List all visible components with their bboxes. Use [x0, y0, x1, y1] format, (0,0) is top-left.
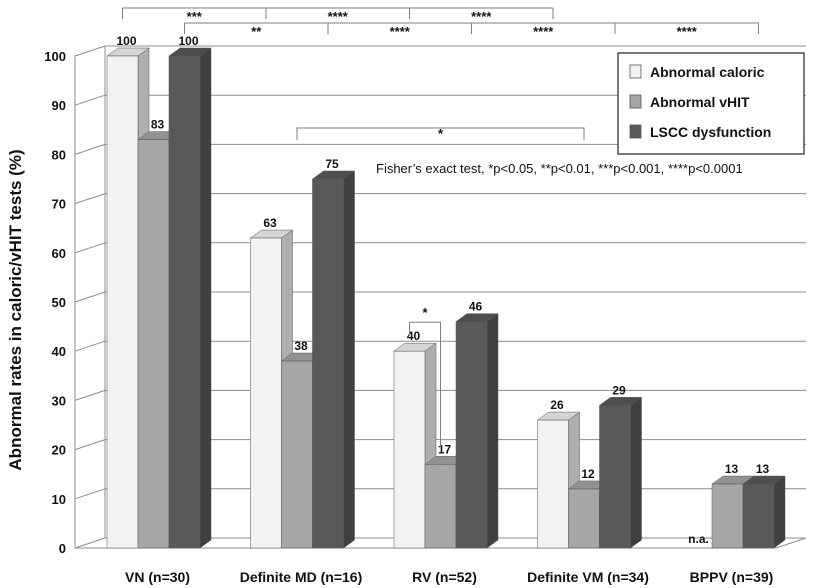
- y-tick-label: 90: [52, 98, 66, 113]
- gridline-diagonal: [74, 242, 106, 254]
- category-label: Definite MD (n=16): [240, 569, 363, 585]
- value-label: n.a.: [688, 532, 709, 546]
- significance-bracket: ***: [122, 7, 267, 24]
- value-label: 83: [151, 118, 165, 132]
- significance-bracket: ****: [614, 22, 759, 39]
- bar: [536, 411, 581, 549]
- y-tick-label: 80: [52, 147, 66, 162]
- significance-bracket: ****: [471, 22, 616, 39]
- y-tick-label: 70: [52, 197, 66, 212]
- value-label: 12: [581, 467, 595, 481]
- gridline-diagonal: [74, 488, 106, 500]
- significance-label: ****: [677, 24, 698, 39]
- legend-swatch: [629, 124, 642, 139]
- legend-item: Abnormal caloric: [629, 64, 765, 80]
- gridline-diagonal: [74, 340, 106, 352]
- value-label: 75: [325, 157, 339, 171]
- value-label: 17: [438, 442, 452, 456]
- gridline-diagonal: [74, 439, 106, 451]
- bar: [168, 47, 212, 549]
- value-label: 38: [294, 339, 308, 353]
- category-label: BPPV (n=39): [690, 569, 774, 585]
- legend: Abnormal caloric Abnormal vHIT LSCC dysfun…: [617, 52, 805, 155]
- significance-label: ****: [390, 24, 411, 39]
- significance-bracket: *: [296, 126, 585, 141]
- significance-label: *: [422, 305, 428, 320]
- significance-label: ****: [533, 24, 554, 39]
- y-tick-label: 100: [44, 49, 66, 64]
- y-tick-label: 60: [52, 246, 66, 261]
- y-tick-label: 20: [52, 443, 66, 458]
- gridline-diagonal: [74, 143, 106, 155]
- legend-box: [617, 52, 805, 155]
- category-label: RV (n=52): [412, 569, 477, 585]
- significance-bracket: *: [409, 305, 441, 447]
- value-label: 63: [263, 216, 277, 230]
- bar: [598, 396, 643, 549]
- category-labels: VN (n=30) Definite MD (n=16) RV (n=52) Defi…: [125, 569, 773, 585]
- gridline-diagonal: [74, 94, 106, 106]
- significance-bracket: ****: [409, 7, 554, 24]
- value-label: 13: [725, 462, 739, 476]
- value-labels: 100 63 40 26 n.a. 83 38 17 12 13 100 75 46 29 13: [116, 34, 769, 546]
- y-tick-label: 30: [52, 393, 66, 408]
- legend-label: Abnormal caloric: [650, 64, 765, 80]
- test-note: Fisher’s exact test, *p<0.05, **p<0.01, …: [376, 161, 743, 176]
- significance-label: **: [251, 24, 262, 39]
- category-label: Definite VM (n=34): [527, 569, 649, 585]
- category-label: VN (n=30): [125, 569, 190, 585]
- value-label: 40: [407, 329, 421, 343]
- significance-bracket: ****: [265, 7, 410, 24]
- bar: [455, 313, 499, 549]
- value-label: 100: [178, 34, 198, 48]
- y-tick-label: 40: [52, 344, 66, 359]
- value-label: 46: [469, 300, 483, 314]
- significance-label: *: [438, 126, 444, 141]
- bars: [106, 47, 786, 549]
- gridline-diagonal: [74, 291, 106, 303]
- significance-bracket: **: [184, 22, 329, 39]
- legend-label: LSCC dysfunction: [650, 124, 771, 140]
- significance-brackets: *** **** ****** **** **** ******: [122, 7, 759, 447]
- y-axis-label: Abnormal rates in caloric/vHIT tests (%): [6, 149, 25, 470]
- gridline-diagonal: [74, 193, 106, 205]
- significance-label: ***: [187, 9, 203, 24]
- gridline-diagonal: [74, 45, 106, 57]
- legend-item: Abnormal vHIT: [629, 94, 750, 110]
- value-label: 26: [550, 398, 564, 412]
- legend-item: LSCC dysfunction: [629, 124, 771, 140]
- value-label: 13: [756, 462, 770, 476]
- legend-swatch: [629, 94, 642, 109]
- bar: [742, 475, 786, 549]
- bar: [311, 170, 356, 549]
- significance-label: ****: [328, 9, 349, 24]
- value-label: 29: [612, 383, 626, 397]
- value-label: 100: [116, 34, 136, 48]
- y-tick-label: 50: [52, 295, 66, 310]
- gridline-diagonal: [74, 389, 106, 401]
- y-axis: 0 10 20 30 40 50 60 70 80 90 100: [44, 49, 76, 556]
- y-tick-label: 0: [59, 541, 66, 556]
- significance-label: ****: [471, 9, 492, 24]
- significance-bracket: ****: [327, 22, 472, 39]
- y-tick-label: 10: [52, 492, 66, 507]
- legend-swatch: [629, 64, 642, 79]
- legend-label: Abnormal vHIT: [650, 94, 750, 110]
